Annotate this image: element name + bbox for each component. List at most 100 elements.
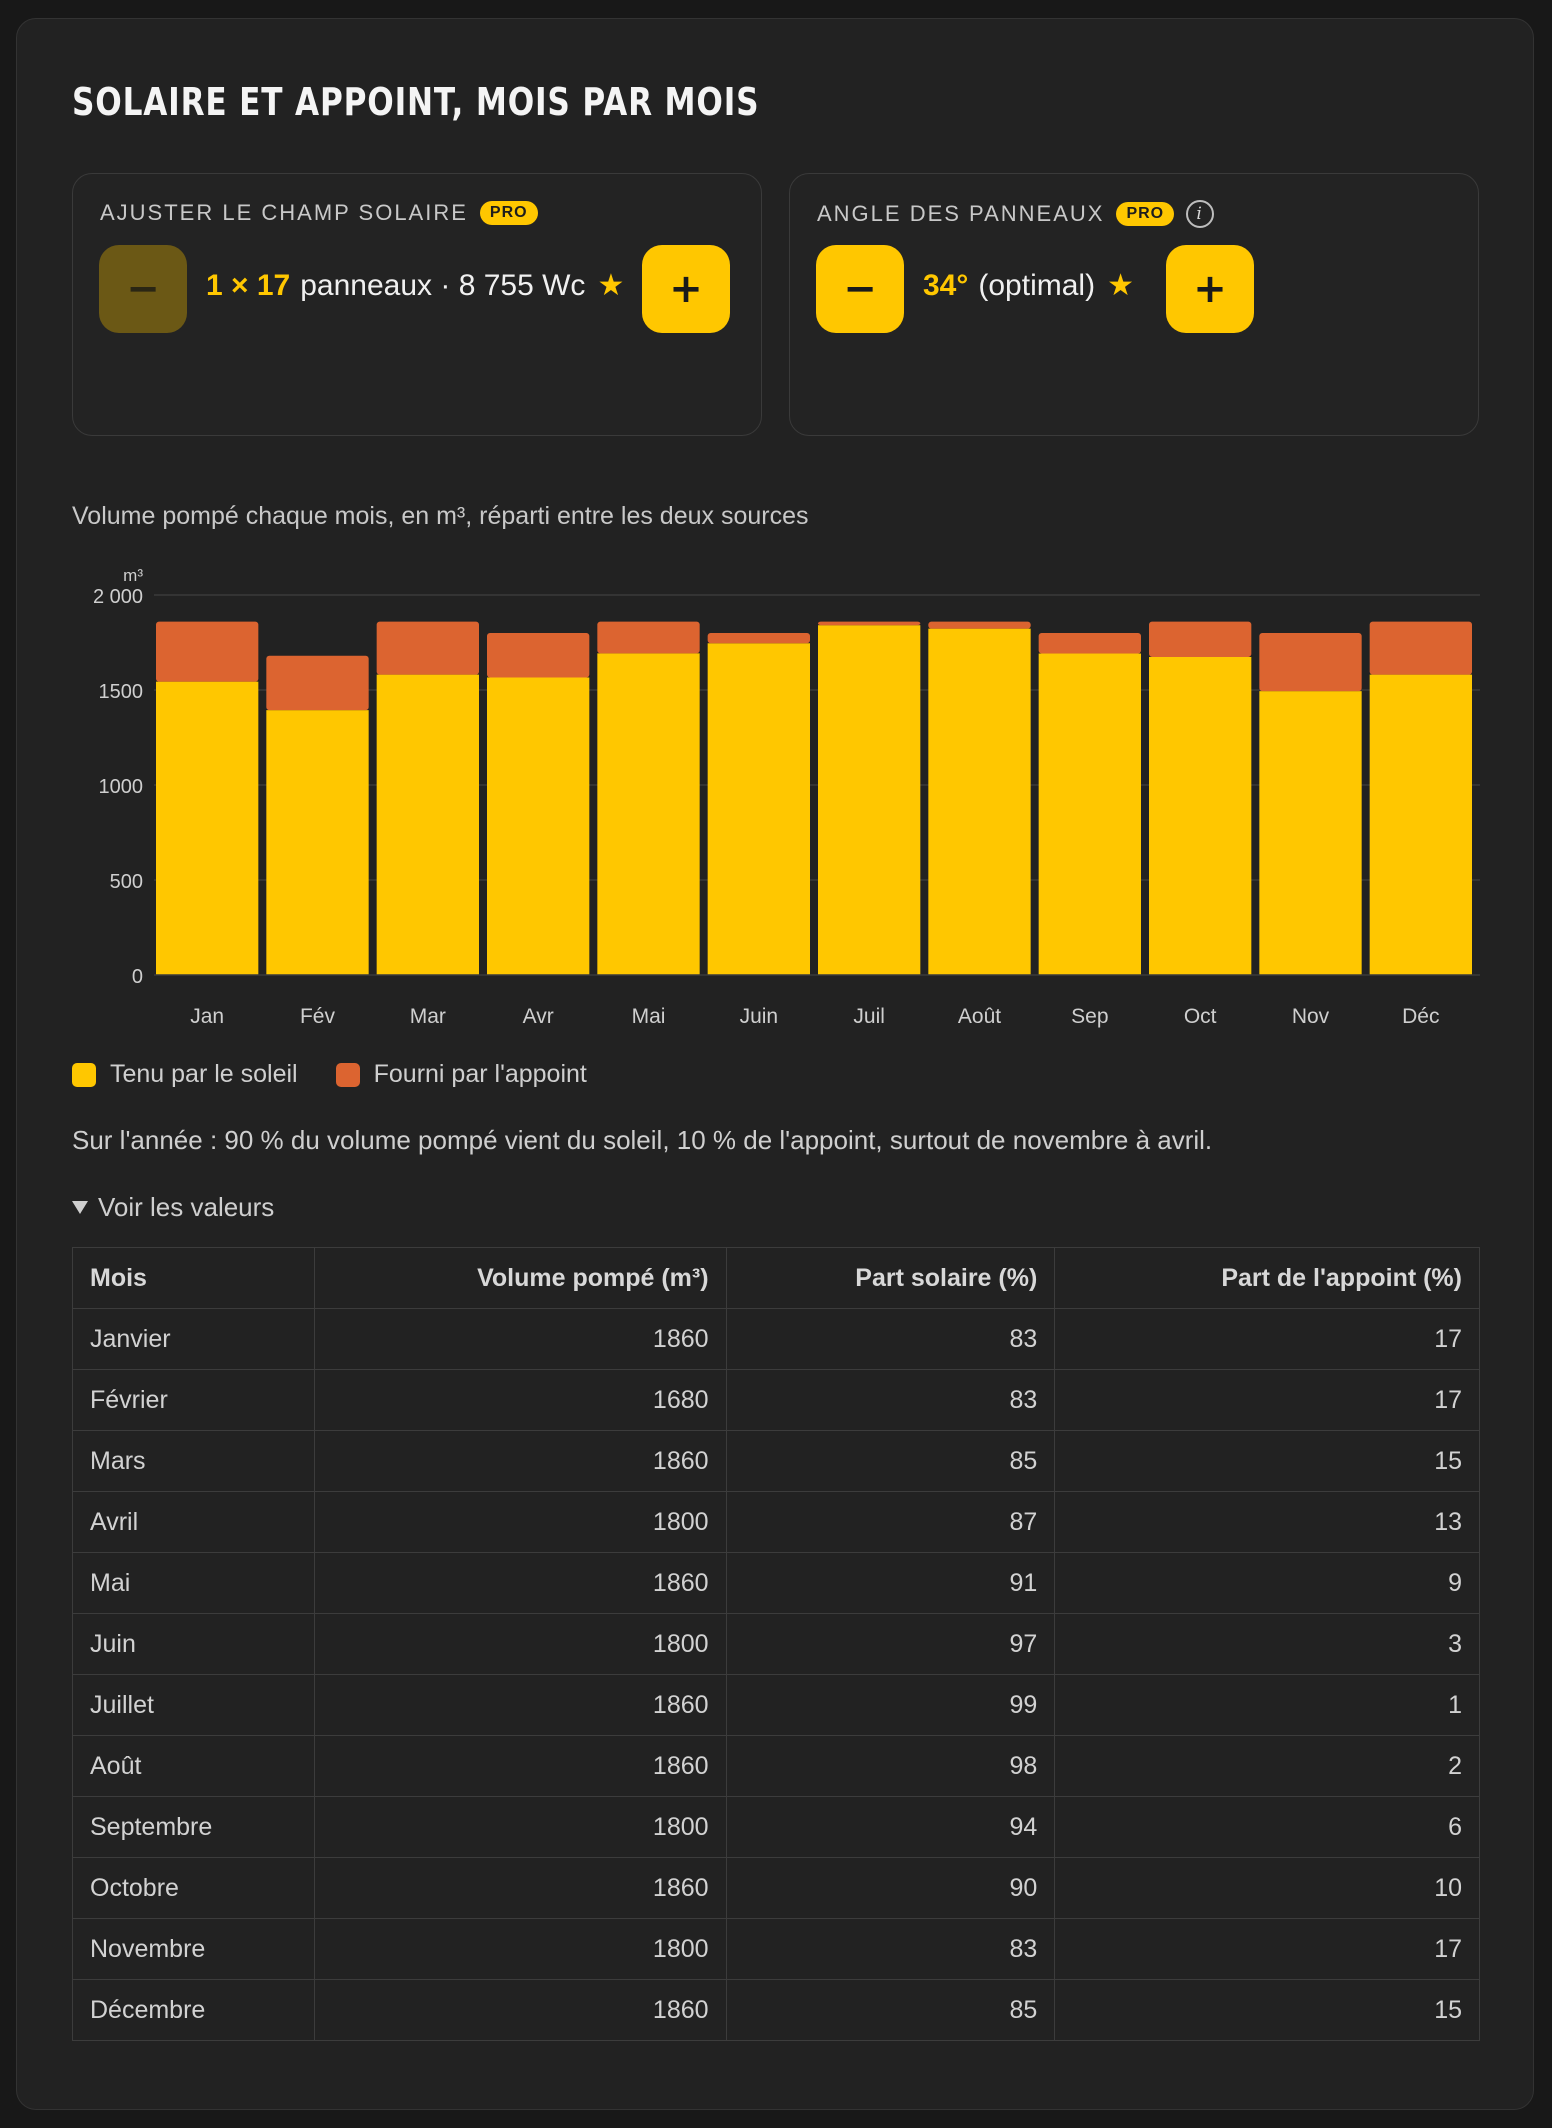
cell-solar-share: 97 [725, 1613, 1056, 1675]
table-row: Mai 1860 91 9 [72, 1552, 1480, 1614]
cell-backup-share: 1 [1054, 1674, 1480, 1736]
cell-volume: 1860 [313, 1979, 727, 2041]
chart-legend: Tenu par le soleil Fourni par l'appoint [72, 1060, 587, 1089]
table-row: Mars 1860 85 15 [72, 1430, 1480, 1492]
bar-solar [818, 625, 921, 975]
cell-backup-share: 13 [1054, 1491, 1480, 1553]
panel-count-minus-button[interactable]: − [99, 245, 187, 333]
x-tick-label: Avr [523, 1005, 554, 1028]
cell-volume: 1860 [313, 1674, 727, 1736]
y-tick-label: 1500 [99, 681, 144, 703]
table-row: Juillet 1860 99 1 [72, 1674, 1480, 1736]
pro-badge: PRO [1116, 202, 1175, 226]
bar-backup [266, 655, 369, 711]
table-row: Juin 1800 97 3 [72, 1613, 1480, 1675]
cell-month: Juin [72, 1613, 315, 1675]
bar-backup [928, 621, 1031, 629]
cell-backup-share: 15 [1054, 1979, 1480, 2041]
annual-summary: Sur l'année : 90 % du volume pompé vient… [72, 1125, 1213, 1155]
bar-backup [376, 621, 479, 675]
angle-plus-button[interactable]: + [1166, 245, 1254, 333]
cell-solar-share: 87 [725, 1491, 1056, 1553]
x-tick-label: Août [958, 1005, 1001, 1028]
star-icon: ★ [597, 269, 625, 302]
cell-volume: 1800 [313, 1796, 727, 1858]
panel-angle-panel: ANGLE DES PANNEAUX PRO i [789, 173, 1479, 436]
col-header-month: Mois [72, 1247, 315, 1309]
bar-backup [487, 633, 590, 678]
table-row: Février 1680 83 17 [72, 1369, 1480, 1431]
cell-volume: 1860 [313, 1552, 727, 1614]
table-row: Septembre 1800 94 6 [72, 1796, 1480, 1858]
col-header-backup-share: Part de l'appoint (%) [1054, 1247, 1480, 1309]
panel-count-detail: panneaux · 8 755 Wc [300, 268, 586, 302]
cell-volume: 1800 [313, 1613, 727, 1675]
cell-backup-share: 3 [1054, 1613, 1480, 1675]
y-tick-label: 1000 [99, 776, 144, 798]
x-tick-label: Sep [1071, 1005, 1108, 1028]
bar-backup [597, 621, 700, 654]
bar-solar [928, 628, 1031, 975]
cell-month: Mai [72, 1552, 315, 1614]
legend-label-solar: Tenu par le soleil [110, 1060, 298, 1088]
panel-count-plus-button[interactable]: + [642, 245, 730, 333]
cell-backup-share: 10 [1054, 1857, 1480, 1919]
table-row: Janvier 1860 83 17 [72, 1308, 1480, 1370]
cell-month: Janvier [72, 1308, 315, 1370]
col-header-solar-share: Part solaire (%) [725, 1247, 1056, 1309]
page-title: SOLAIRE ET APPOINT, MOIS PAR MOIS [72, 80, 760, 124]
solar-field-panel: AJUSTER LE CHAMP SOLAIRE PRO [72, 173, 762, 436]
bar-solar [707, 643, 810, 975]
cell-month: Décembre [72, 1979, 315, 2041]
panel-count-value: 1 × 17 [206, 268, 291, 302]
bar-solar [266, 710, 369, 975]
table-body: Janvier 1860 83 17 Février 1680 83 17 Mars 1860 85… [72, 1308, 1480, 2041]
bar-backup [156, 621, 259, 682]
show-values-toggle[interactable]: Voir les valeurs [72, 1192, 274, 1223]
bar-solar [376, 674, 479, 975]
bar-solar [487, 677, 590, 975]
cell-month: Août [72, 1735, 315, 1797]
cell-solar-share: 83 [725, 1308, 1056, 1370]
cell-month: Avril [72, 1491, 315, 1553]
x-tick-label: Juin [740, 1005, 779, 1028]
cell-volume: 1800 [313, 1918, 727, 1980]
bar-solar [1259, 691, 1362, 975]
x-tick-label: Mai [632, 1005, 666, 1028]
bar-solar [156, 681, 259, 975]
panel-angle-label: ANGLE DES PANNEAUX [817, 201, 1105, 226]
legend-item-backup: Fourni par l'appoint [335, 1060, 587, 1089]
cell-solar-share: 85 [725, 1430, 1056, 1492]
table-row: Novembre 1800 83 17 [72, 1918, 1480, 1980]
y-tick-label: 0 [132, 966, 143, 988]
cell-month: Mars [72, 1430, 315, 1492]
cell-solar-share: 85 [725, 1979, 1056, 2041]
disclosure-triangle-icon [72, 1201, 88, 1214]
bar-backup [1369, 621, 1472, 675]
table-row: Avril 1800 87 13 [72, 1491, 1480, 1553]
cell-solar-share: 83 [725, 1918, 1056, 1980]
bar-solar [597, 653, 700, 975]
solar-field-label: AJUSTER LE CHAMP SOLAIRE [100, 200, 468, 225]
y-tick-label: 2 000 [93, 586, 143, 608]
legend-item-solar: Tenu par le soleil [72, 1060, 298, 1089]
bar-backup [1149, 621, 1252, 657]
cell-solar-share: 94 [725, 1796, 1056, 1858]
cell-volume: 1860 [313, 1857, 727, 1919]
bar-solar [1149, 656, 1252, 975]
bar-solar [1038, 653, 1141, 975]
table-row: Décembre 1860 85 15 [72, 1979, 1480, 2041]
bar-solar [1369, 674, 1472, 975]
angle-minus-button[interactable]: − [816, 245, 904, 333]
bar-backup [818, 621, 921, 626]
cell-month: Septembre [72, 1796, 315, 1858]
y-tick-label: 500 [110, 871, 143, 893]
info-icon[interactable]: i [1186, 200, 1215, 228]
table-row: Octobre 1860 90 10 [72, 1857, 1480, 1919]
cell-backup-share: 17 [1054, 1918, 1480, 1980]
cell-month: Octobre [72, 1857, 315, 1919]
angle-readout: 34° (optimal) ★ [923, 268, 1134, 303]
cell-volume: 1860 [313, 1308, 727, 1370]
legend-swatch-backup [335, 1062, 360, 1087]
angle-detail: (optimal) [978, 268, 1096, 302]
